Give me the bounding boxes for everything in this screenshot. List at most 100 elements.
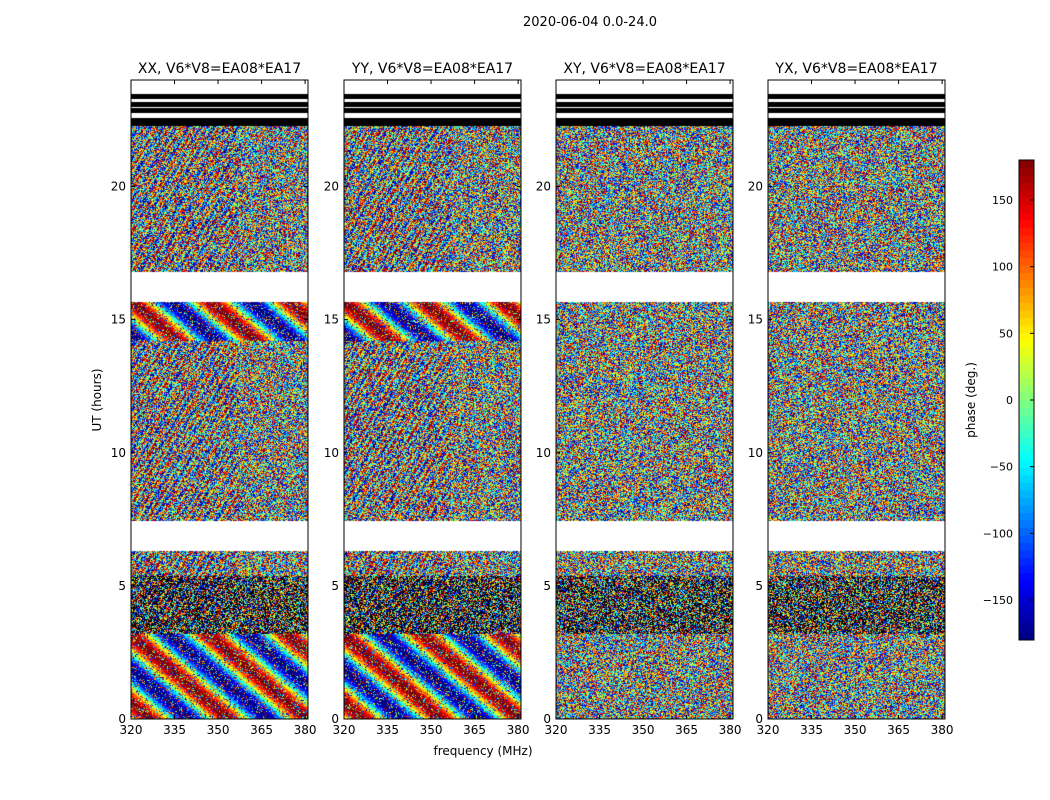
colorbar-tick-label: −150 xyxy=(983,594,1013,607)
colorbar-segment xyxy=(1019,625,1034,633)
colorbar: 150 100 50 0 −50 −100 −150 phase (deg.) xyxy=(964,159,1035,641)
y-tick-label: 0 xyxy=(118,712,126,726)
colorbar-tick-label: 100 xyxy=(992,261,1013,274)
y-tick-label: 10 xyxy=(111,446,126,460)
colorbar-segment xyxy=(1019,385,1034,393)
colorbar-segment xyxy=(1019,377,1034,386)
x-tick-label: 335 xyxy=(800,723,823,737)
colorbar-segment xyxy=(1019,182,1034,191)
y-tick-label: 5 xyxy=(331,579,339,593)
y-tick-label: 15 xyxy=(111,313,126,327)
x-tick-label: 320 xyxy=(757,723,780,737)
x-tick-label: 380 xyxy=(507,723,530,737)
colorbar-segment xyxy=(1019,497,1034,506)
colorbar-segment xyxy=(1019,272,1034,281)
colorbar-segment xyxy=(1019,392,1034,401)
panel-title: YX, V6*V8=EA08*EA17 xyxy=(774,61,937,77)
y-axis-label: UT (hours) xyxy=(90,368,104,431)
colorbar-segment xyxy=(1019,205,1034,213)
colorbar-segment xyxy=(1019,475,1034,483)
y-tick-label: 0 xyxy=(331,712,339,726)
colorbar-segment xyxy=(1019,565,1034,573)
colorbar-segment xyxy=(1019,527,1034,536)
colorbar-segment xyxy=(1019,550,1034,558)
panel-title: YY, V6*V8=EA08*EA17 xyxy=(351,61,513,77)
y-tick-label: 5 xyxy=(543,579,551,593)
colorbar-segment xyxy=(1019,325,1034,333)
x-tick-label: 335 xyxy=(588,723,611,737)
panel-frame xyxy=(555,79,734,720)
x-tick-label: 380 xyxy=(931,723,954,737)
colorbar-segment xyxy=(1019,617,1034,626)
colorbar-segment xyxy=(1019,197,1034,206)
colorbar-segment xyxy=(1019,362,1034,371)
colorbar-tick-label: 0 xyxy=(1006,394,1013,407)
colorbar-segment xyxy=(1019,460,1034,468)
y-tick-label: 20 xyxy=(111,180,126,194)
x-tick-label: 320 xyxy=(120,723,143,737)
y-tick-label: 20 xyxy=(748,180,763,194)
x-tick-label: 350 xyxy=(420,723,443,737)
colorbar-segment xyxy=(1019,580,1034,588)
y-tick-label: 0 xyxy=(543,712,551,726)
x-tick-label: 380 xyxy=(294,723,317,737)
colorbar-segment xyxy=(1019,265,1034,273)
colorbar-segment xyxy=(1019,235,1034,243)
colorbar-segment xyxy=(1019,557,1034,566)
x-tick-label: 320 xyxy=(333,723,356,737)
colorbar-segment xyxy=(1019,355,1034,363)
colorbar-segment xyxy=(1019,287,1034,296)
y-tick-label: 15 xyxy=(536,313,551,327)
y-tick-label: 15 xyxy=(324,313,339,327)
colorbar-segment xyxy=(1019,227,1034,236)
colorbar-segment xyxy=(1019,175,1034,183)
colorbar-segment xyxy=(1019,595,1034,603)
x-tick-label: 320 xyxy=(545,723,568,737)
colorbar-segment xyxy=(1019,212,1034,221)
x-tick-label: 365 xyxy=(675,723,698,737)
panel-frame xyxy=(767,79,946,720)
y-tick-label: 15 xyxy=(748,313,763,327)
y-tick-label: 0 xyxy=(755,712,763,726)
heatmap-panels: XX, V6*V8=EA08*EA17 320 335 350 365 380 0 5 10 15… xyxy=(111,61,954,737)
colorbar-segment xyxy=(1019,602,1034,611)
x-tick-label: 365 xyxy=(250,723,273,737)
colorbar-segment xyxy=(1019,317,1034,326)
panel-2: XY, V6*V8=EA08*EA17 320 335 350 365 380 0 5 10 15… xyxy=(536,61,742,737)
heatmap-image-1 xyxy=(344,80,521,719)
colorbar-tick-label: 150 xyxy=(992,194,1013,207)
x-tick-label: 350 xyxy=(844,723,867,737)
colorbar-segment xyxy=(1019,490,1034,498)
y-tick-label: 10 xyxy=(536,446,551,460)
colorbar-segment xyxy=(1019,257,1034,266)
colorbar-segment xyxy=(1019,220,1034,228)
y-tick-label: 20 xyxy=(324,180,339,194)
y-tick-label: 20 xyxy=(536,180,551,194)
colorbar-segment xyxy=(1019,400,1034,408)
heatmap-image-3 xyxy=(768,80,945,719)
colorbar-segment xyxy=(1019,347,1034,356)
colorbar-segment xyxy=(1019,415,1034,423)
x-tick-label: 365 xyxy=(887,723,910,737)
colorbar-tick-label: −100 xyxy=(983,527,1013,540)
x-tick-label: 335 xyxy=(163,723,186,737)
colorbar-segment xyxy=(1019,572,1034,581)
colorbar-segment xyxy=(1019,422,1034,431)
x-tick-label: 365 xyxy=(463,723,486,737)
colorbar-segment xyxy=(1019,437,1034,446)
colorbar-segment xyxy=(1019,520,1034,528)
panel-frame xyxy=(130,79,309,720)
x-tick-label: 350 xyxy=(207,723,230,737)
colorbar-segment xyxy=(1019,482,1034,491)
x-tick-label: 335 xyxy=(376,723,399,737)
colorbar-segment xyxy=(1019,340,1034,348)
colorbar-segment xyxy=(1019,535,1034,543)
x-tick-label: 350 xyxy=(632,723,655,737)
colorbar-segment xyxy=(1019,250,1034,258)
y-tick-label: 5 xyxy=(118,579,126,593)
colorbar-segment xyxy=(1019,280,1034,288)
colorbar-segment xyxy=(1019,467,1034,476)
panel-frame xyxy=(343,79,522,720)
colorbar-segment xyxy=(1019,610,1034,618)
colorbar-segment xyxy=(1019,632,1034,641)
